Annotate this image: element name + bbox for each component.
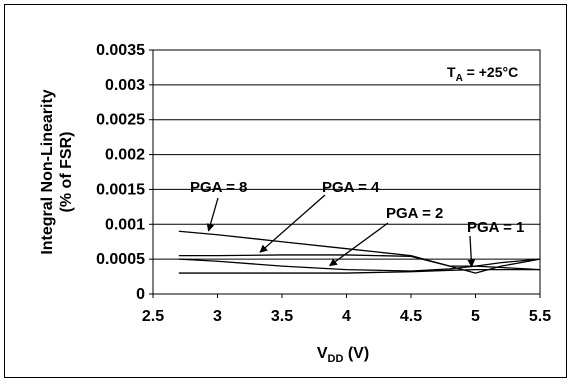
plot-area [152,49,541,295]
gridlines [149,49,541,298]
y-axis-title-line-1: Integral Non-Linearity [39,89,56,254]
series-line-pga-1 [178,268,540,274]
series-lines [178,230,541,274]
series-line-pga-4 [178,254,541,267]
y-tick-label: 0 [136,286,145,303]
annotation-pga-4: PGA = 4 [322,179,380,196]
x-tick-labels: 2.5 3 3.5 4 4.5 5 5.5 [142,308,551,325]
y-axis-title-line-2: (% of FSR) [58,132,75,213]
y-tick-label: 0.0015 [96,181,145,198]
annotation-pga-8: PGA = 8 [190,179,247,196]
x-tick-label: 5 [471,308,480,325]
x-tick-label: 5.5 [529,308,551,325]
annotation-pga-2: PGA = 2 [386,205,443,222]
annotation-arrow [467,235,476,268]
annotation-arrow [259,194,326,253]
x-tick-label: 4 [342,308,351,325]
y-tick-label: 0.002 [105,147,145,164]
annotation-arrow [329,222,389,267]
annotation-arrows [206,194,476,268]
annotation-arrow [206,197,219,232]
x-tick-label: 3 [213,308,222,325]
y-tick-labels: 0 0.0005 0.001 0.0015 0.002 0.0025 0.003 0.0035 [96,42,145,303]
y-tick-label: 0.0025 [96,112,145,129]
annotation-pga-1: PGA = 1 [467,219,524,236]
y-tick-label: 0.0035 [96,42,145,59]
x-tick-label: 4.5 [400,308,422,325]
y-tick-label: 0.0005 [96,251,145,268]
x-tick-label: 3.5 [271,308,293,325]
series-line-pga-2 [178,258,541,272]
x-axis-title: VDD (V) [317,345,369,365]
temperature-condition: TA = +25°C [447,64,518,84]
y-tick-label: 0.003 [105,77,145,94]
x-tick-label: 2.5 [142,308,164,325]
series-line-pga-8 [178,230,541,274]
y-tick-label: 0.001 [105,216,145,233]
